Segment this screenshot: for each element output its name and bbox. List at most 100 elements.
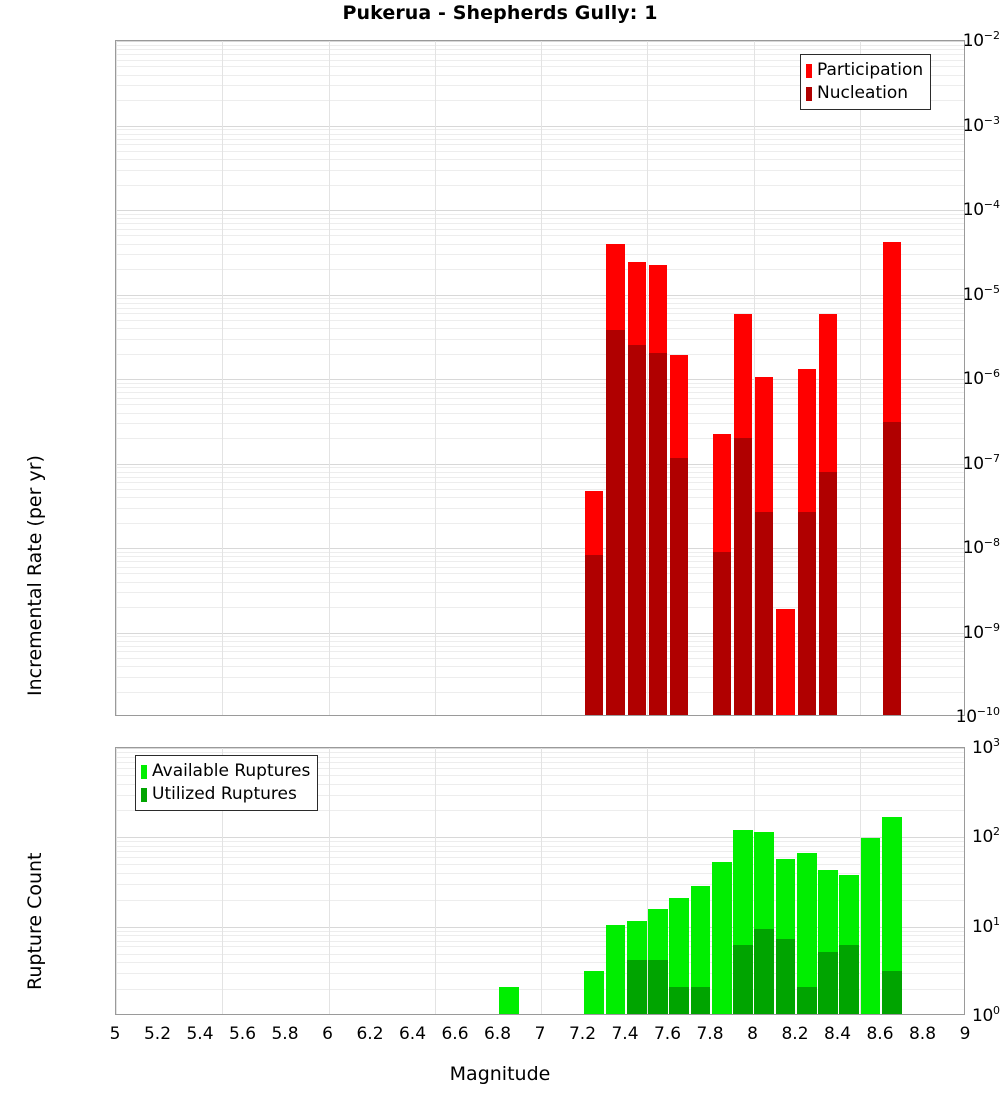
axis-tick-label: 101: [971, 914, 1000, 937]
grid-line-vertical: [116, 748, 117, 1014]
grid-line: [116, 646, 964, 647]
grid-line: [116, 864, 964, 865]
grid-line: [116, 438, 964, 439]
grid-line: [116, 548, 964, 549]
bar-segment-inner: [690, 987, 711, 1014]
bar-segment-inner: [606, 330, 625, 715]
grid-line: [116, 85, 964, 86]
bar: [776, 41, 795, 715]
axis-tick-label: 100: [971, 1004, 1000, 1026]
grid-line: [116, 561, 964, 562]
grid-line-vertical: [541, 41, 542, 715]
grid-line: [116, 49, 964, 50]
bar: [839, 748, 859, 1014]
grid-line: [116, 523, 964, 524]
grid-line: [116, 573, 964, 574]
bar: [755, 41, 774, 715]
bar-segment-inner: [670, 458, 689, 715]
bar: [669, 748, 689, 1014]
axis-tick-label: 6.8: [483, 1024, 512, 1044]
bar: [818, 41, 837, 715]
bar-segment-inner: [755, 512, 774, 715]
grid-line: [116, 784, 964, 785]
bar: [712, 41, 731, 715]
grid-line: [116, 159, 964, 160]
rupture-count-plot: [115, 747, 965, 1015]
incremental-rate-plot: [115, 40, 965, 716]
axis-tick-label: 8.6: [866, 1024, 894, 1044]
grid-line: [116, 41, 964, 42]
grid-line: [116, 641, 964, 642]
bar-segment-inner: [796, 987, 817, 1014]
grid-line: [116, 354, 964, 355]
grid-line: [116, 837, 964, 838]
grid-line: [116, 762, 964, 763]
bar: [670, 41, 689, 715]
bar-segment-outer: [796, 852, 817, 1014]
bar: [606, 41, 625, 715]
grid-line: [116, 398, 964, 399]
grid-line: [116, 927, 964, 928]
bar-segment-inner: [839, 944, 859, 1014]
axis-tick-label: 7.8: [696, 1024, 724, 1044]
bar: [796, 748, 817, 1014]
grid-line: [116, 556, 964, 557]
bar-segment-inner: [882, 422, 901, 715]
grid-line: [116, 873, 964, 874]
grid-line: [116, 651, 964, 652]
grid-line: [116, 884, 964, 885]
legend-item: Participation: [806, 59, 923, 82]
axis-tick-label: 10−8: [962, 536, 1000, 558]
bottom-legend: Available Ruptures Utilized Ruptures: [135, 755, 319, 811]
bar-segment-outer: [669, 897, 689, 1014]
bar: [542, 748, 562, 1014]
grid-line: [116, 552, 964, 553]
grid-line: [116, 235, 964, 236]
grid-line: [116, 218, 964, 219]
bar: [605, 748, 626, 1014]
bar-segment-inner: [818, 951, 838, 1014]
grid-line: [116, 846, 964, 847]
bar: [499, 748, 519, 1014]
grid-line: [116, 973, 964, 974]
grid-line: [116, 567, 964, 568]
grid-line: [116, 328, 964, 329]
axis-tick-label: 5.6: [228, 1024, 257, 1044]
grid-line: [116, 423, 964, 424]
bar-segment-outer: [584, 971, 604, 1014]
bar: [733, 41, 752, 715]
legend-swatch-icon: [806, 63, 812, 78]
grid-line: [116, 935, 964, 936]
bar-segment-inner: [712, 551, 731, 715]
bar: [563, 748, 583, 1014]
bar-segment-outer: [860, 838, 881, 1014]
bar-segment-inner: [775, 938, 796, 1014]
grid-line: [116, 900, 964, 901]
grid-line: [116, 489, 964, 490]
bar-segment-inner: [627, 344, 646, 715]
grid-line: [116, 607, 964, 608]
grid-line: [116, 404, 964, 405]
grid-line-vertical: [222, 41, 223, 715]
grid-line-vertical: [647, 748, 648, 1014]
grid-line: [116, 946, 964, 947]
bar-segment-inner: [669, 987, 689, 1014]
axis-tick-label: 10−2: [962, 29, 1000, 51]
grid-line: [116, 592, 964, 593]
bar: [860, 748, 881, 1014]
grid-line: [116, 757, 964, 758]
bar: [882, 41, 901, 715]
axis-x-label: Magnitude: [449, 1063, 551, 1085]
axis-tick-label: 10−3: [962, 113, 1000, 136]
grid-line: [116, 244, 964, 245]
grid-line: [116, 851, 964, 852]
grid-line: [116, 129, 964, 130]
grid-line: [116, 989, 964, 990]
axis-tick-label: 7.6: [653, 1024, 682, 1044]
grid-line: [116, 931, 964, 932]
axis-tick-label: 5.8: [271, 1024, 299, 1044]
bar-segment-outer: [605, 924, 626, 1014]
grid-line: [116, 75, 964, 76]
grid-line: [116, 810, 964, 811]
